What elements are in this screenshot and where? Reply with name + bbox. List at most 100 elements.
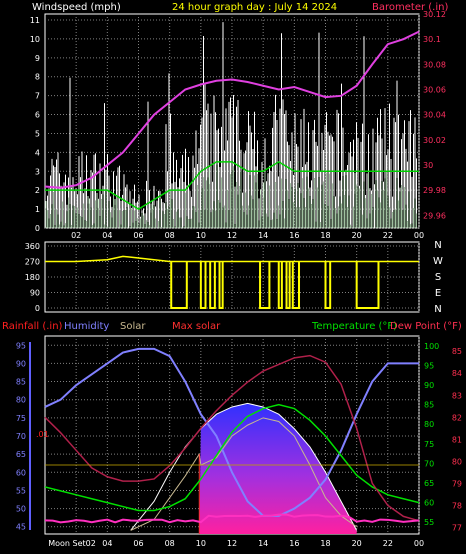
direction-tick-label: 180 <box>25 273 40 282</box>
max-solar-baseline <box>44 513 420 524</box>
wind-tick-label: 7 <box>35 92 40 101</box>
wind-tick-label: 0 <box>35 224 40 233</box>
time-tick-label: 02 <box>71 231 81 240</box>
solar-title: Solar <box>120 321 146 332</box>
max-solar-line <box>130 402 358 531</box>
calm-direction-segment <box>199 261 207 309</box>
barometer-tick-label: 29.96 <box>423 211 446 220</box>
dew-point-title: Dew Point (°F) <box>390 321 462 332</box>
wind-tick-label: 8 <box>35 73 40 82</box>
humidity-title: Humidity <box>64 321 109 332</box>
direction-tick-label: 0 <box>35 304 40 313</box>
time-tick-label: 00 <box>414 539 424 548</box>
rainfall-title: Rainfall (.in) <box>2 321 63 332</box>
compass-label: W <box>433 256 443 267</box>
temperature-tick-label: 70 <box>424 459 434 468</box>
temperature-tick-label: 95 <box>424 361 434 370</box>
wind-tick-label: 3 <box>35 167 40 176</box>
calm-direction-segment <box>291 261 301 309</box>
time-tick-label: 10 <box>196 539 206 548</box>
barometer-title: Barometer (.in) <box>372 2 448 13</box>
humidity-tick-label: 65 <box>16 450 26 459</box>
time-tick-label: 06 <box>133 539 143 548</box>
temperature-tick-label: 65 <box>424 479 434 488</box>
climate-time-labels: Moon Set02 04 06 08 10 12 14 16 18 20 22 00 <box>48 539 424 548</box>
temperature-tick-label: 55 <box>424 518 434 527</box>
dew-point-tick-label: 78 <box>452 501 462 510</box>
time-tick-label: 16 <box>289 539 299 548</box>
barometer-tick-label: 30.08 <box>423 60 446 69</box>
temperature-tick-label: 80 <box>424 420 434 429</box>
barometer-tick-label: 30.12 <box>423 10 446 19</box>
max-solar-title: Max solar <box>172 321 221 332</box>
time-tick-label: 06 <box>133 231 143 240</box>
direction-axis-labels: 360 270 180 90 0 <box>25 242 40 313</box>
humidity-tick-label: 45 <box>16 523 26 532</box>
time-tick-label: 12 <box>227 539 237 548</box>
direction-tick-label: 270 <box>25 258 40 267</box>
direction-tick-label: 90 <box>30 289 40 298</box>
humidity-axis-labels: 95 90 85 80 75 70 65 60 55 50 45 <box>16 341 26 531</box>
humidity-tick-label: 70 <box>16 432 26 441</box>
time-tick-label: 22 <box>383 231 393 240</box>
temperature-line <box>44 403 420 512</box>
calm-direction-segment <box>277 261 283 309</box>
dew-point-tick-label: 85 <box>452 347 462 356</box>
dew-point-tick-label: 82 <box>452 413 462 422</box>
barometer-tick-label: 30.1 <box>423 35 441 44</box>
dew-point-line <box>44 354 420 522</box>
humidity-tick-label: 80 <box>16 396 26 405</box>
dew-point-tick-label: 77 <box>452 523 462 532</box>
wind-time-labels: 02 04 06 08 10 12 14 16 18 20 22 00 <box>71 231 424 240</box>
time-tick-label: 18 <box>320 231 330 240</box>
humidity-tick-label: 90 <box>16 359 26 368</box>
graph-title: 24 hour graph day : July 14 2024 <box>172 2 337 13</box>
temperature-tick-label: 90 <box>424 381 434 390</box>
compass-label: S <box>435 272 441 283</box>
dew-point-tick-label: 81 <box>452 435 462 444</box>
time-tick-label: 08 <box>165 539 175 548</box>
time-tick-label: 14 <box>258 231 268 240</box>
time-tick-label: Moon Set02 <box>48 539 96 548</box>
time-tick-label: 10 <box>196 231 206 240</box>
climate-data <box>44 347 420 534</box>
dew-point-axis-labels: 85 84 83 82 81 80 79 78 77 <box>452 347 462 532</box>
calm-direction-segment <box>218 261 224 309</box>
time-tick-label: 20 <box>352 231 362 240</box>
calm-direction-segment <box>324 261 332 309</box>
rain-scale-label: .01 <box>36 430 49 439</box>
wind-tick-label: 9 <box>35 54 40 63</box>
temperature-tick-label: 75 <box>424 440 434 449</box>
time-tick-label: 12 <box>227 231 237 240</box>
solar-fill-area <box>199 403 357 534</box>
wind-tick-label: 5 <box>35 129 40 138</box>
dew-point-tick-label: 84 <box>452 369 462 378</box>
barometer-line <box>44 30 420 189</box>
humidity-tick-label: 60 <box>16 468 26 477</box>
barometer-tick-label: 30.06 <box>423 86 446 95</box>
direction-data <box>45 255 419 309</box>
humidity-tick-label: 85 <box>16 378 26 387</box>
time-tick-label: 18 <box>320 539 330 548</box>
compass-label: E <box>435 288 441 299</box>
calm-direction-segment <box>259 261 271 309</box>
time-tick-label: 16 <box>289 231 299 240</box>
calm-direction-segment <box>170 261 188 309</box>
direction-tick-label: 360 <box>25 242 40 251</box>
humidity-tick-label: 75 <box>16 414 26 423</box>
dew-point-tick-label: 83 <box>452 391 462 400</box>
barometer-axis-labels: 30.12 30.1 30.08 30.06 30.04 30.02 30 29.98 29.9… <box>423 10 446 220</box>
temperature-title: Temperature (°F) <box>311 321 397 332</box>
dew-point-tick-label: 80 <box>452 457 462 466</box>
dew-point-tick-label: 79 <box>452 479 462 488</box>
wind-data <box>44 22 420 228</box>
barometer-tick-label: 30.02 <box>423 136 446 145</box>
time-tick-label: 20 <box>352 539 362 548</box>
time-tick-label: 08 <box>165 231 175 240</box>
time-tick-label: 14 <box>258 539 268 548</box>
wind-tick-label: 10 <box>30 35 40 44</box>
compass-label: N <box>434 304 441 315</box>
wind-tick-label: 4 <box>35 148 40 157</box>
